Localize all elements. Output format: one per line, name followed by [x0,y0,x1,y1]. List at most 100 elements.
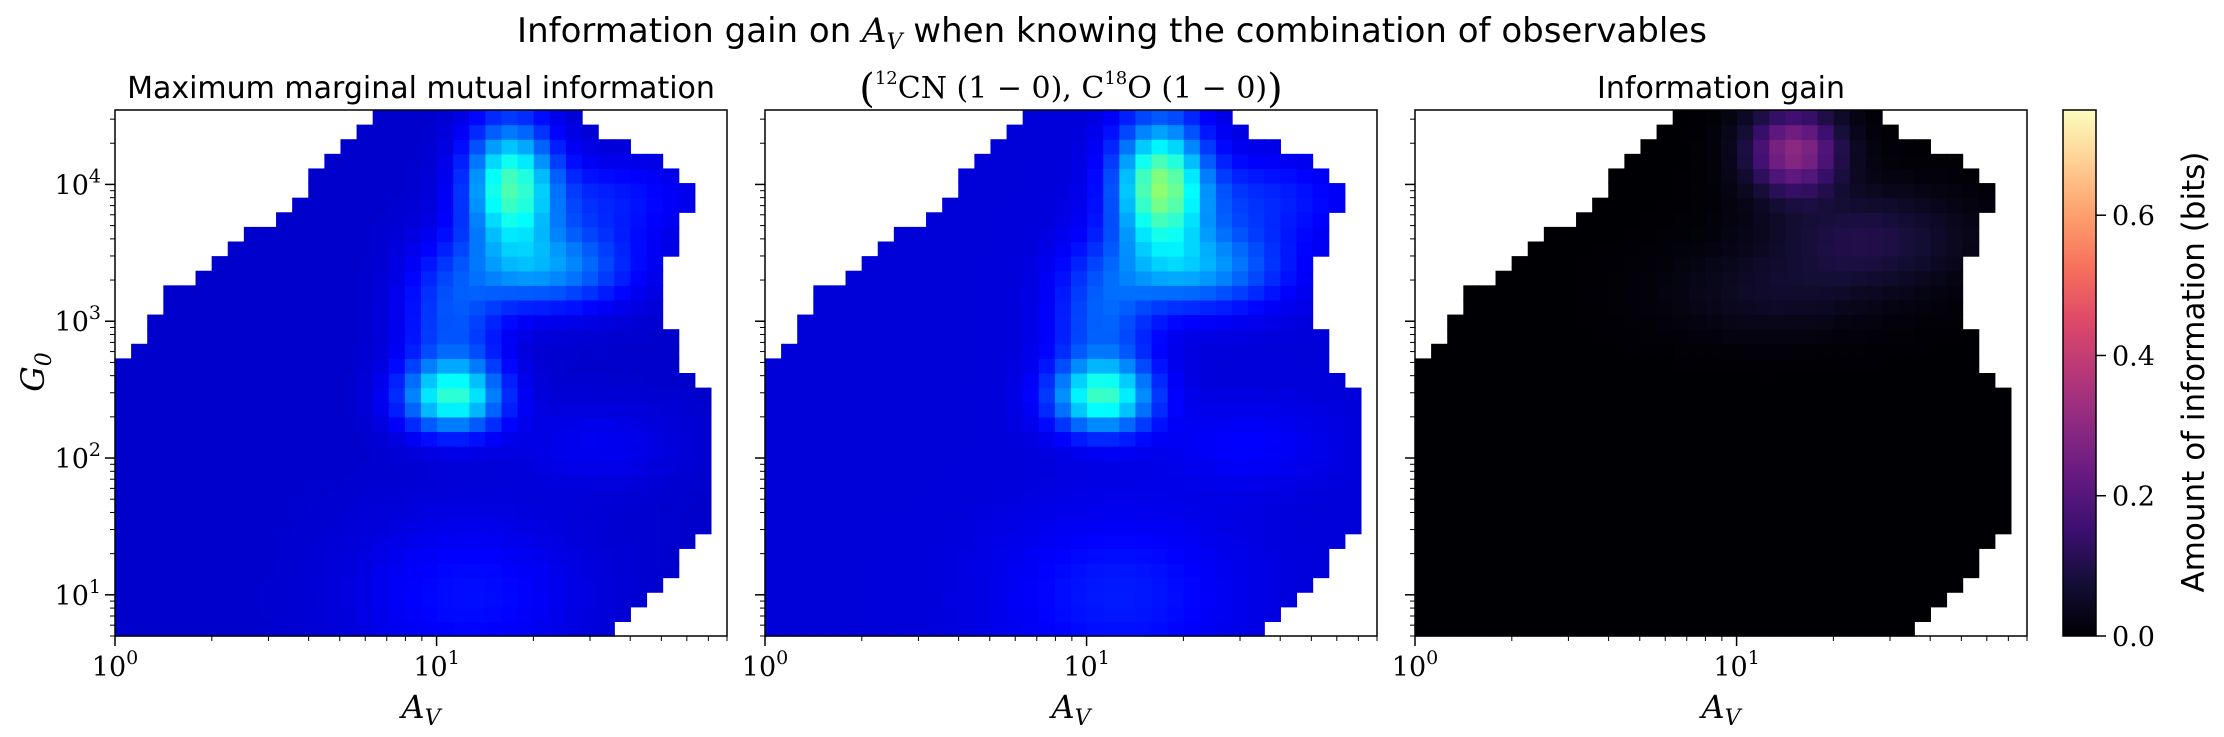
heatmap-cell [1135,197,1153,213]
heatmap-cell [861,504,879,520]
heatmap-cell [1312,183,1330,199]
heatmap-cell [195,329,213,345]
heatmap-cell [1656,197,1674,213]
heatmap-cell [147,314,164,330]
heatmap-cell [1624,460,1642,476]
heatmap-cell [1721,343,1738,359]
heatmap-cell [1721,110,1738,126]
heatmap-cell [926,358,943,374]
heatmap-cell [115,489,132,506]
heatmap-cell [958,314,975,330]
heatmap-cell [227,431,245,447]
heatmap-cell [926,519,943,535]
heatmap-cell [324,504,342,520]
heatmap-cell [1817,314,1835,330]
heatmap-cell [1248,329,1265,345]
heatmap-cell [893,592,911,608]
heatmap-cell [404,548,422,564]
heatmap-cell [909,299,927,316]
heatmap-cell [1559,387,1577,403]
heatmap-cell [1737,314,1754,330]
heatmap-cell [437,548,454,564]
heatmap-cell [1543,548,1561,564]
heatmap-cell [1232,504,1249,520]
heatmap-cell [1232,548,1249,564]
heatmap-cell [1054,329,1072,345]
heatmap-cell [227,270,245,286]
heatmap-cell [533,139,551,155]
heatmap-cell [1608,606,1625,622]
heatmap-cell [1592,373,1609,389]
heatmap-cell [1753,358,1770,374]
heatmap-cell [1978,402,1996,418]
heatmap-cell [1865,110,1883,126]
heatmap-cell [1119,446,1137,462]
heatmap-cell [533,197,551,213]
heatmap-cell [781,621,798,637]
heatmap-cell [1753,416,1770,433]
heatmap-cell [1865,241,1883,257]
heatmap-cell [404,475,422,491]
heatmap-cell [1280,402,1298,418]
heatmap-cell [340,606,358,622]
heatmap-cell [1006,562,1024,579]
heatmap-cell [1721,241,1738,257]
heatmap-cell [1801,183,1819,199]
x-tick-label: 100 [92,647,138,683]
heatmap-cell [1447,343,1464,359]
heatmap-cell [1151,548,1169,564]
heatmap-cell [372,592,390,608]
heatmap-cell [549,329,567,345]
heatmap-cell [893,329,911,345]
heatmap-cell [565,212,583,228]
heatmap-cell [276,562,293,579]
heatmap-cell [1962,519,1980,535]
heatmap-cell [259,358,277,374]
heatmap-cell [1753,475,1770,491]
heatmap-cell [1753,226,1770,243]
heatmap-cell [485,533,503,549]
heatmap-cell [1527,270,1545,286]
heatmap-cell [1833,533,1851,549]
heatmap-cell [179,562,197,579]
heatmap-cell [1978,460,1996,476]
heatmap-cell [1559,446,1577,462]
heatmap-cell [1704,358,1722,374]
heatmap-cell [1930,358,1948,374]
heatmap-cell [1215,343,1233,359]
heatmap-cell [1865,139,1883,155]
heatmap-cell [893,402,911,418]
heatmap-cell [324,241,342,257]
heatmap-cell [1882,285,1899,301]
heatmap-cell [942,533,959,549]
heatmap-cell [115,416,132,433]
heatmap-cell [1135,387,1153,403]
heatmap-cell [1865,226,1883,243]
heatmap-cell [646,562,664,579]
heatmap-cell [1264,431,1281,447]
heatmap-cell [781,475,798,491]
heatmap-cell [678,533,696,549]
heatmap-cell [211,329,229,345]
heatmap-cell [1753,212,1770,228]
heatmap-cell [147,577,164,593]
heatmap-cell [356,270,374,286]
heatmap-cell [1833,226,1851,243]
heatmap-cell [356,197,374,213]
heatmap-cell [388,183,406,199]
heatmap-cell [1721,314,1738,330]
heatmap-cell [1328,197,1346,213]
heatmap-cell [1038,489,1056,506]
heatmap-cell [227,592,245,608]
heatmap-cell [1914,475,1931,491]
heatmap-cell [646,183,664,199]
heatmap-cell [1753,592,1770,608]
heatmap-cell [565,387,583,403]
heatmap-cell [1296,475,1314,491]
panel-1-title: Maximum marginal mutual information [127,71,715,106]
heatmap-cell [1151,124,1169,140]
heatmap-cell [1054,402,1072,418]
heatmap-cell [1167,387,1185,403]
heatmap-cell [1215,562,1233,579]
heatmap-cell [1232,533,1249,549]
